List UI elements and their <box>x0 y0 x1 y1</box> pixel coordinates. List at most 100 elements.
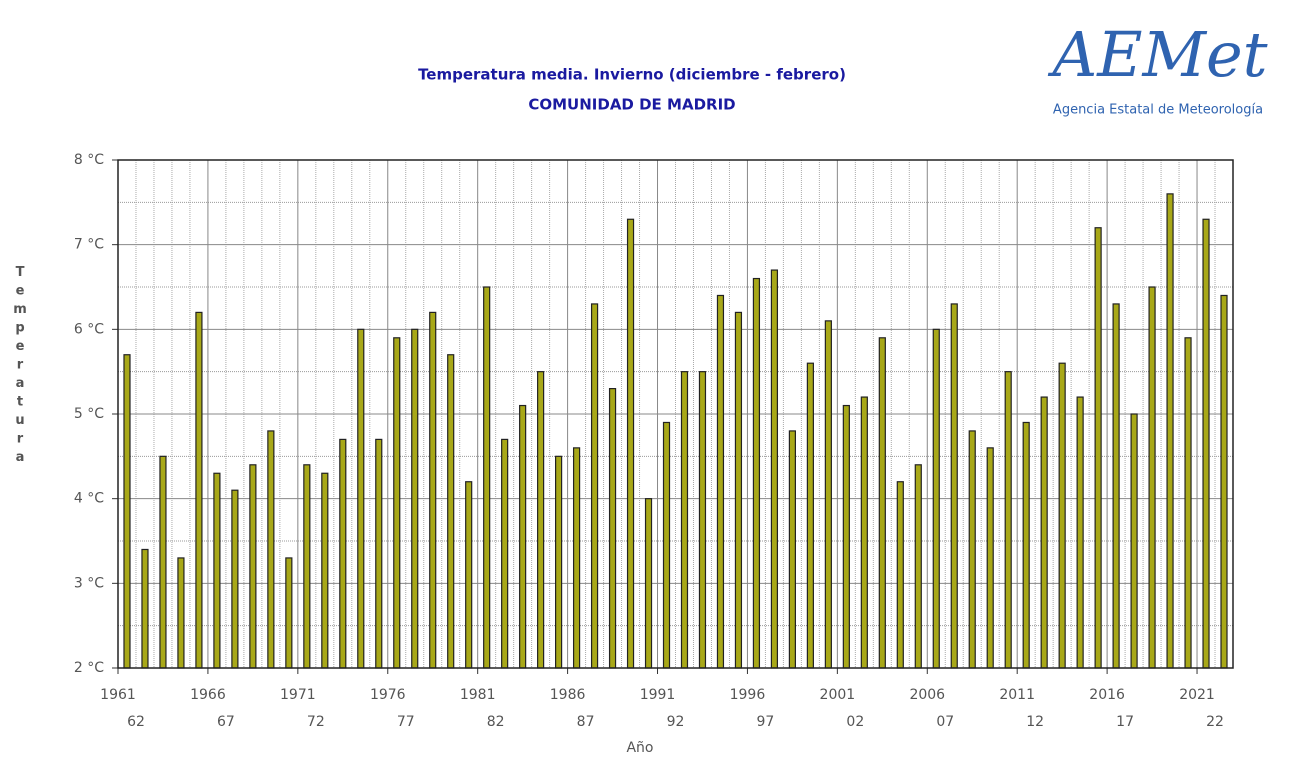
bar <box>555 455 563 669</box>
bar <box>608 388 617 669</box>
bar <box>1202 218 1210 669</box>
logo-caption: Agencia Estatal de Meteorología <box>1053 103 1263 118</box>
x-tick-label: 2016 <box>1089 687 1125 703</box>
x-axis-label: Año <box>626 740 653 756</box>
bar <box>375 438 383 669</box>
bar <box>465 481 473 669</box>
y-tick-label: 8 °C <box>74 152 104 168</box>
bar <box>159 455 167 669</box>
bar <box>716 294 725 669</box>
bar <box>626 218 635 669</box>
logo-name: AEMet <box>1047 18 1267 91</box>
chart-subtitle: COMUNIDAD DE MADRID <box>528 96 735 114</box>
bar <box>1112 303 1120 669</box>
x-tick-label-end: 97 <box>757 714 775 730</box>
bar <box>1148 286 1156 669</box>
x-tick-label: 1981 <box>460 687 496 703</box>
y-tick-label: 4 °C <box>74 491 104 507</box>
bar <box>950 303 958 669</box>
bar <box>195 311 203 669</box>
bar <box>303 464 311 669</box>
bar <box>1058 362 1066 669</box>
y-tick-label: 7 °C <box>74 237 104 253</box>
bar <box>968 430 976 669</box>
bar <box>1076 396 1084 669</box>
x-tick-label-end: 87 <box>577 714 595 730</box>
bar <box>878 337 886 669</box>
bar <box>590 303 599 669</box>
bar <box>519 404 527 669</box>
y-tick-label: 3 °C <box>74 575 104 591</box>
x-tick-label-end: 77 <box>397 714 415 730</box>
bar <box>141 548 149 669</box>
bar <box>734 311 743 669</box>
bar <box>680 371 689 669</box>
x-tick-label: 2006 <box>909 687 945 703</box>
bar <box>662 421 671 669</box>
bar <box>393 337 401 669</box>
bar <box>501 438 509 669</box>
bar <box>1220 294 1228 669</box>
x-tick-label: 1971 <box>280 687 316 703</box>
bar <box>770 269 779 669</box>
x-tick-label: 1991 <box>640 687 676 703</box>
bar <box>321 472 329 669</box>
x-tick-label: 2011 <box>999 687 1035 703</box>
x-tick-label-end: 67 <box>217 714 235 730</box>
chart-title: Temperatura media. Invierno (diciembre -… <box>418 66 846 84</box>
bar <box>752 277 761 669</box>
bar <box>788 430 796 669</box>
bar <box>339 438 347 669</box>
y-tick-label: 6 °C <box>74 321 104 337</box>
x-tick-label: 1986 <box>550 687 586 703</box>
bar <box>1130 413 1138 669</box>
x-tick-label-end: 12 <box>1026 714 1044 730</box>
bar <box>1166 193 1174 669</box>
bar <box>429 311 437 669</box>
bar <box>537 371 545 669</box>
x-tick-label-end: 82 <box>487 714 505 730</box>
x-tick-label-end: 72 <box>307 714 325 730</box>
x-tick-label-end: 07 <box>936 714 954 730</box>
bar <box>1094 227 1102 669</box>
x-tick-label: 1996 <box>730 687 766 703</box>
bar <box>1022 421 1030 669</box>
bar <box>123 354 131 669</box>
bar <box>1004 371 1012 669</box>
bar <box>447 354 455 669</box>
y-tick-label: 5 °C <box>74 406 104 422</box>
x-tick-label-end: 92 <box>667 714 685 730</box>
plot-frame <box>117 159 1234 669</box>
bar <box>213 472 221 669</box>
bar <box>698 371 707 669</box>
x-tick-label-end: 17 <box>1116 714 1134 730</box>
x-tick-label: 2001 <box>820 687 856 703</box>
bar <box>644 498 653 669</box>
bar <box>860 396 868 669</box>
x-tick-label: 2021 <box>1179 687 1215 703</box>
bar <box>1040 396 1048 669</box>
bar <box>231 489 239 669</box>
bar <box>986 447 994 669</box>
bar <box>896 481 904 669</box>
bar <box>483 286 491 669</box>
bar <box>411 328 419 669</box>
x-tick-label-end: 62 <box>127 714 145 730</box>
y-tick-label: 2 °C <box>74 660 104 676</box>
bar <box>357 328 365 669</box>
bar <box>842 404 850 669</box>
bar <box>285 557 293 669</box>
bar <box>824 320 832 669</box>
x-tick-label-end: 22 <box>1206 714 1224 730</box>
bar <box>806 362 814 669</box>
bar <box>914 464 922 669</box>
x-tick-label-end: 02 <box>846 714 864 730</box>
bar <box>267 430 275 669</box>
bar <box>572 447 581 669</box>
x-tick-label: 1976 <box>370 687 406 703</box>
bar <box>249 464 257 669</box>
bar <box>177 557 185 669</box>
bar <box>932 328 940 669</box>
